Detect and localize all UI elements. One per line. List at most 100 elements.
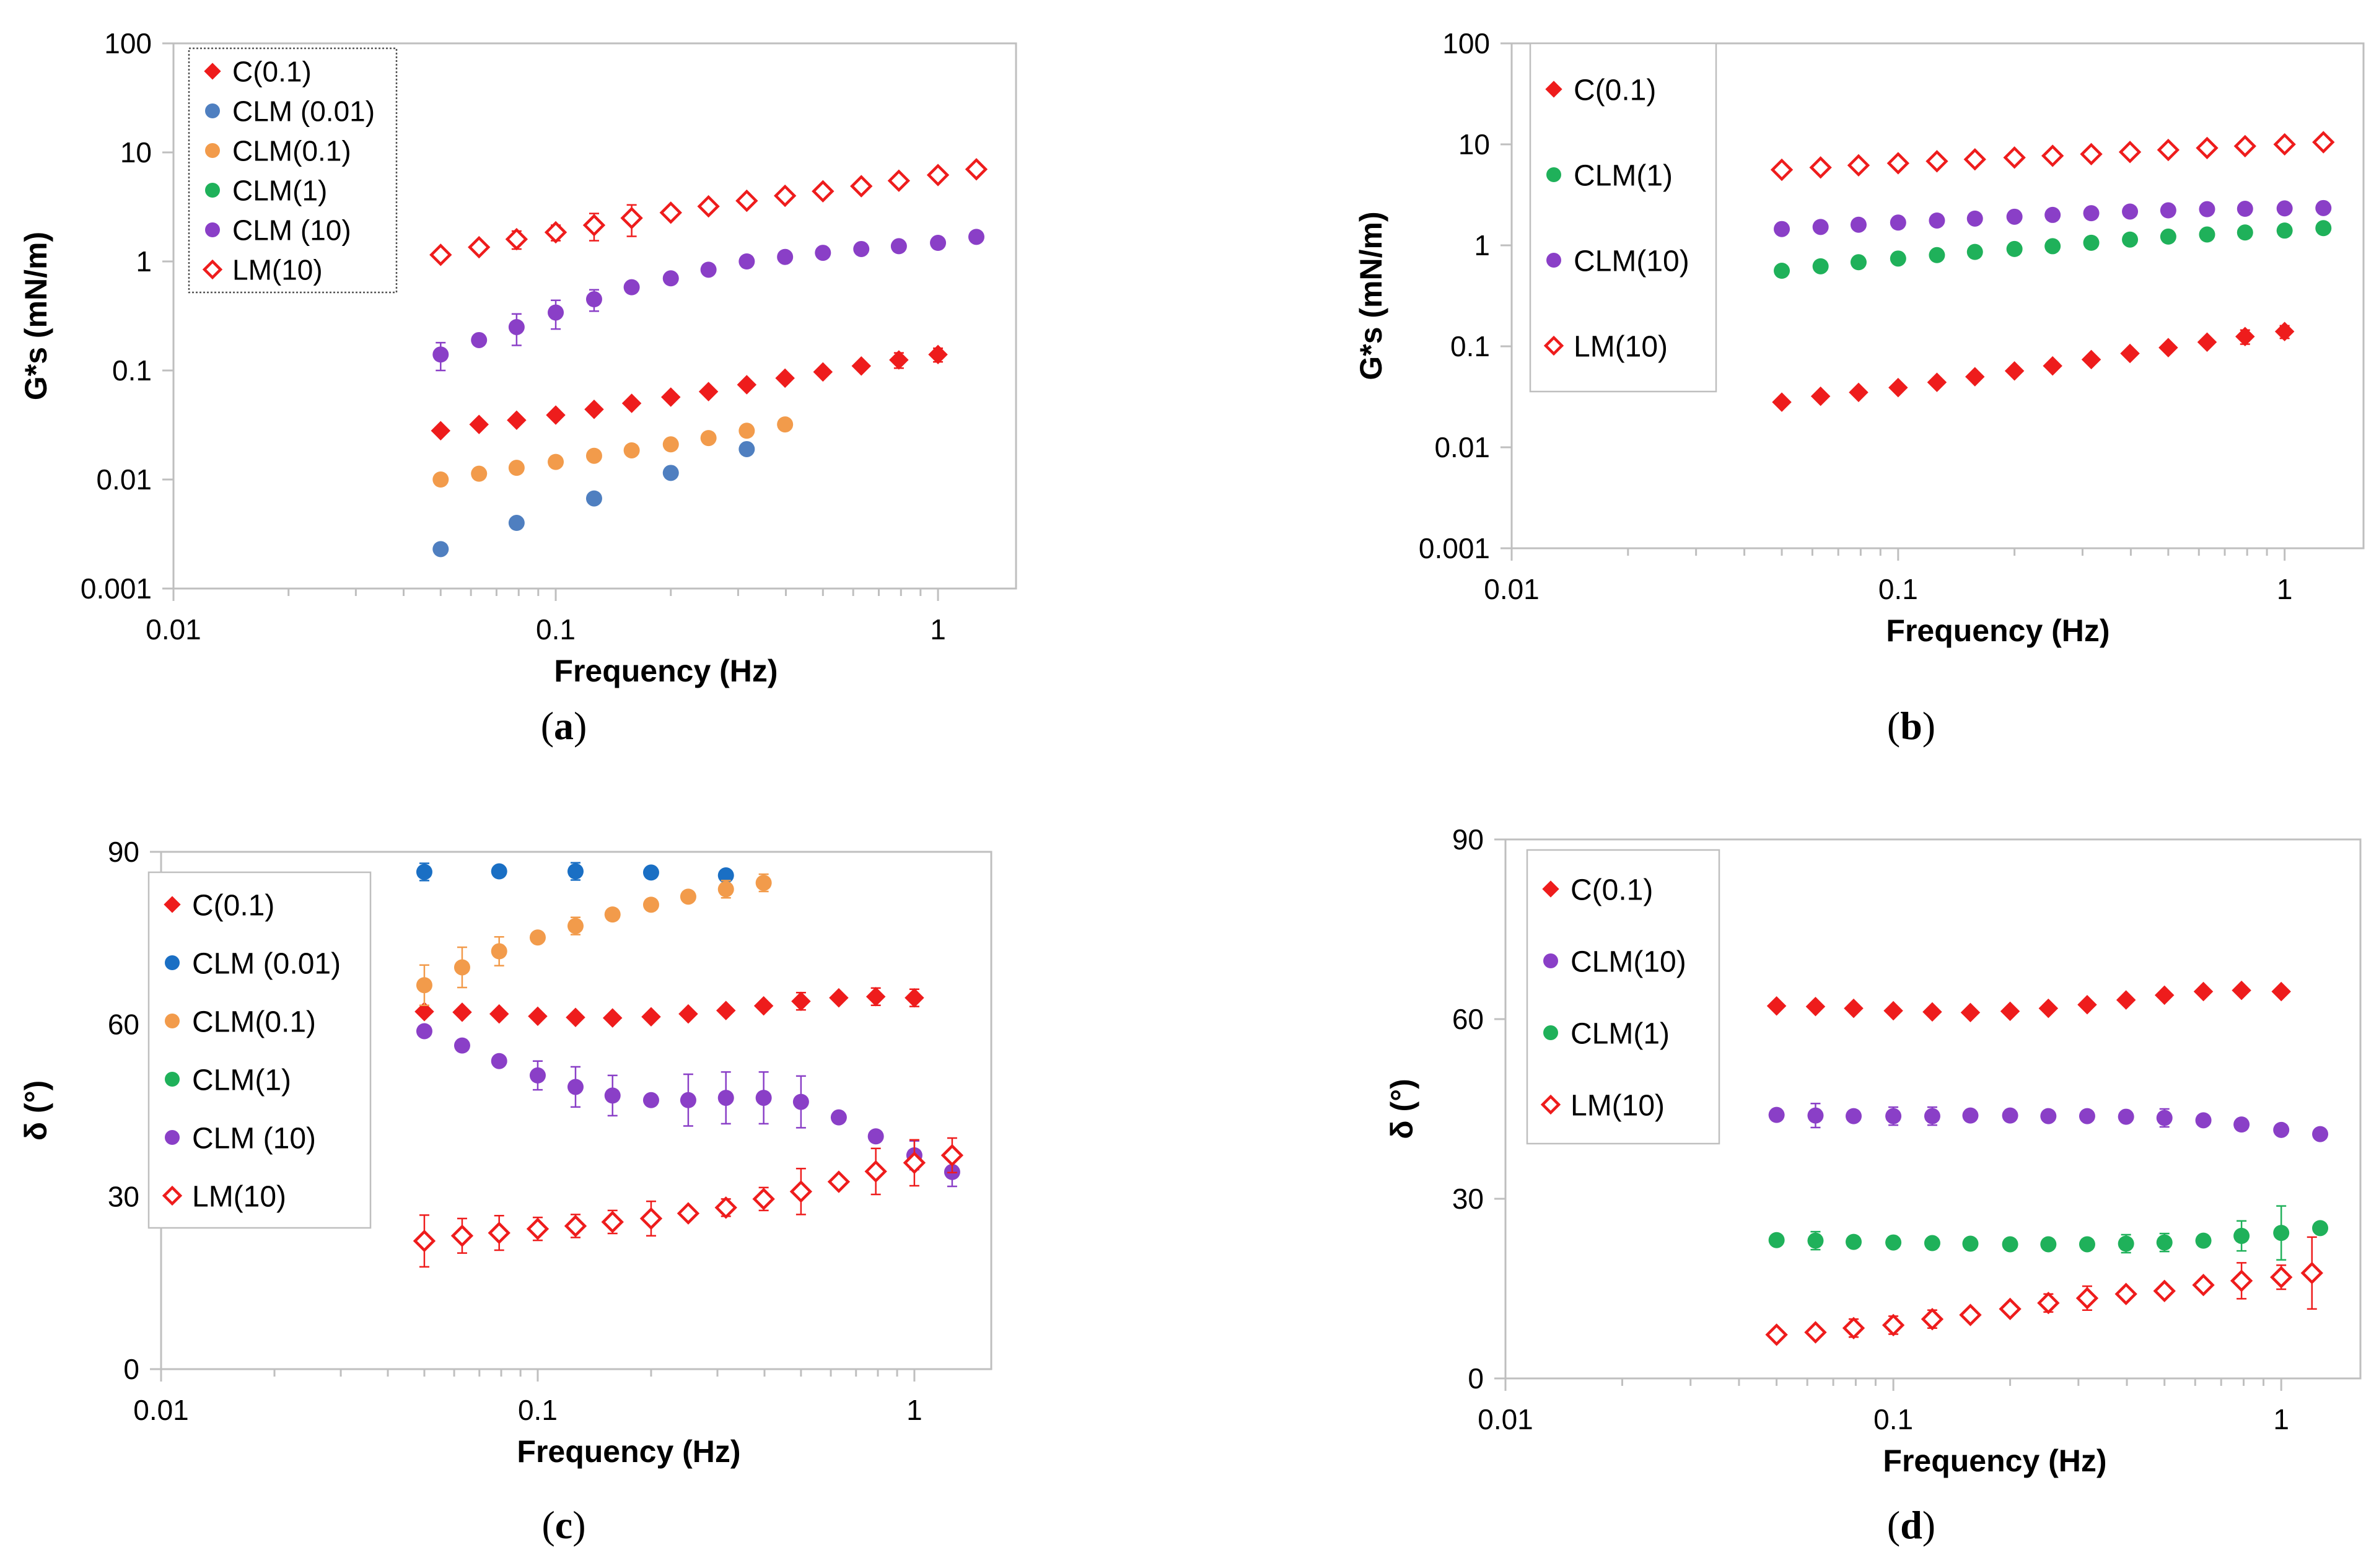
- legend-label: C(0.1): [1571, 874, 1653, 906]
- legend-marker: [165, 1130, 180, 1145]
- data-point: [2122, 231, 2139, 248]
- caption-c: (c): [541, 1503, 586, 1547]
- data-point: [2083, 234, 2100, 251]
- legend-label: CLM(1): [1574, 159, 1673, 192]
- data-point: [1929, 212, 1945, 229]
- legend-marker: [205, 183, 220, 198]
- legend-marker: [1540, 1094, 1561, 1115]
- data-point: [1963, 148, 1986, 171]
- data-point: [1882, 1313, 1905, 1337]
- data-point: [567, 1079, 584, 1095]
- data-point: [469, 414, 489, 434]
- data-point: [2156, 1110, 2173, 1126]
- data-point: [2233, 1116, 2250, 1133]
- series-lm-10-: [429, 158, 988, 266]
- y-tick-label: 10: [120, 136, 152, 169]
- data-point: [639, 1207, 663, 1230]
- data-point: [905, 988, 924, 1008]
- data-point: [698, 382, 719, 401]
- data-point: [815, 245, 831, 261]
- data-point: [2079, 1236, 2095, 1253]
- data-point: [2160, 202, 2176, 219]
- data-point: [1890, 214, 1906, 231]
- legend-marker: [165, 1072, 180, 1087]
- data-point: [1924, 1235, 1940, 1251]
- data-point: [1774, 263, 1790, 279]
- data-point: [2080, 142, 2103, 165]
- data-point: [662, 436, 679, 453]
- series-clm-10-: [1768, 1103, 2329, 1142]
- data-point: [585, 291, 602, 308]
- x-tick-label: 0.01: [133, 1394, 189, 1426]
- chart-panel-d: 0.01 0.1 1 0 30 60 90 Frequency (Hz) δ (°) C(0.1)…: [1196, 799, 2373, 1502]
- x-tick-label: 1: [930, 613, 946, 646]
- data-point: [777, 416, 794, 433]
- data-point: [2041, 144, 2064, 167]
- data-point: [1812, 258, 1829, 274]
- data-point: [678, 1004, 698, 1024]
- data-point: [1770, 158, 1794, 182]
- data-point: [2195, 1232, 2212, 1249]
- series-c-0-1-: [1766, 980, 2291, 1023]
- caption-b: (b): [1886, 704, 1936, 748]
- data-point: [1810, 386, 1831, 406]
- data-point: [940, 1144, 964, 1167]
- legend-label: LM(10): [1574, 330, 1668, 363]
- data-point: [1885, 1234, 1902, 1251]
- data-point: [2002, 1236, 2018, 1253]
- data-point: [432, 471, 449, 488]
- data-point: [2002, 1107, 2018, 1124]
- data-point: [1960, 1002, 1981, 1023]
- legend-marker: [1545, 81, 1562, 98]
- y-tick-label: 30: [1452, 1183, 1484, 1215]
- data-point: [1924, 1108, 1940, 1124]
- x-axis-title: Frequency (Hz): [554, 654, 778, 688]
- data-point: [416, 864, 432, 880]
- legend-label: CLM(1): [1571, 1017, 1670, 1050]
- data-point: [968, 229, 984, 245]
- data-point: [507, 410, 527, 430]
- legend-marker: [1546, 253, 1561, 268]
- data-point: [431, 421, 451, 441]
- chart-panel-a: 0.01 0.1 1 0.001 0.01 0.1 1 10 100 Frequency (Hz)…: [0, 0, 1053, 703]
- y-axis-title: δ (°): [19, 1080, 53, 1141]
- data-point: [1966, 243, 1983, 260]
- series-clm-0-1-: [416, 873, 772, 1006]
- legend-marker: [205, 222, 220, 237]
- legend-label: C(0.1): [232, 56, 312, 88]
- x-tick-label: 1: [2277, 573, 2293, 605]
- caption-d: (d): [1886, 1503, 1936, 1547]
- series-clm-1-: [1774, 220, 2332, 279]
- data-point: [2196, 136, 2219, 160]
- data-point: [508, 460, 525, 476]
- data-point: [2276, 222, 2293, 239]
- data-point: [488, 1221, 510, 1245]
- data-point: [889, 350, 909, 370]
- data-point: [926, 164, 950, 186]
- y-tick-label: 10: [1458, 128, 1490, 160]
- legend-marker: [1543, 953, 1558, 968]
- y-axis-title: δ (°): [1385, 1079, 1419, 1139]
- data-point: [2270, 1266, 2293, 1289]
- data-point: [1885, 1108, 1902, 1124]
- data-point: [864, 1160, 887, 1183]
- data-point: [827, 1170, 851, 1193]
- y-tick-label: 0.01: [96, 463, 152, 496]
- data-point: [1850, 254, 1867, 271]
- x-tick-label: 0.01: [1484, 573, 1540, 605]
- data-point: [890, 238, 907, 255]
- series-clm-10-: [1774, 199, 2332, 237]
- data-point: [775, 368, 795, 388]
- data-point: [677, 1202, 700, 1225]
- data-point: [642, 1092, 659, 1108]
- data-point: [850, 175, 873, 198]
- y-tick-label: 0.1: [112, 354, 152, 387]
- data-point: [1774, 221, 1790, 237]
- data-point: [620, 206, 643, 230]
- data-point: [738, 253, 755, 269]
- data-point: [2122, 203, 2139, 220]
- series-clm-1-: [1768, 1205, 2329, 1261]
- legend-label: LM(10): [232, 254, 323, 286]
- data-point: [755, 1090, 772, 1106]
- legend-label: CLM(0.1): [232, 135, 351, 167]
